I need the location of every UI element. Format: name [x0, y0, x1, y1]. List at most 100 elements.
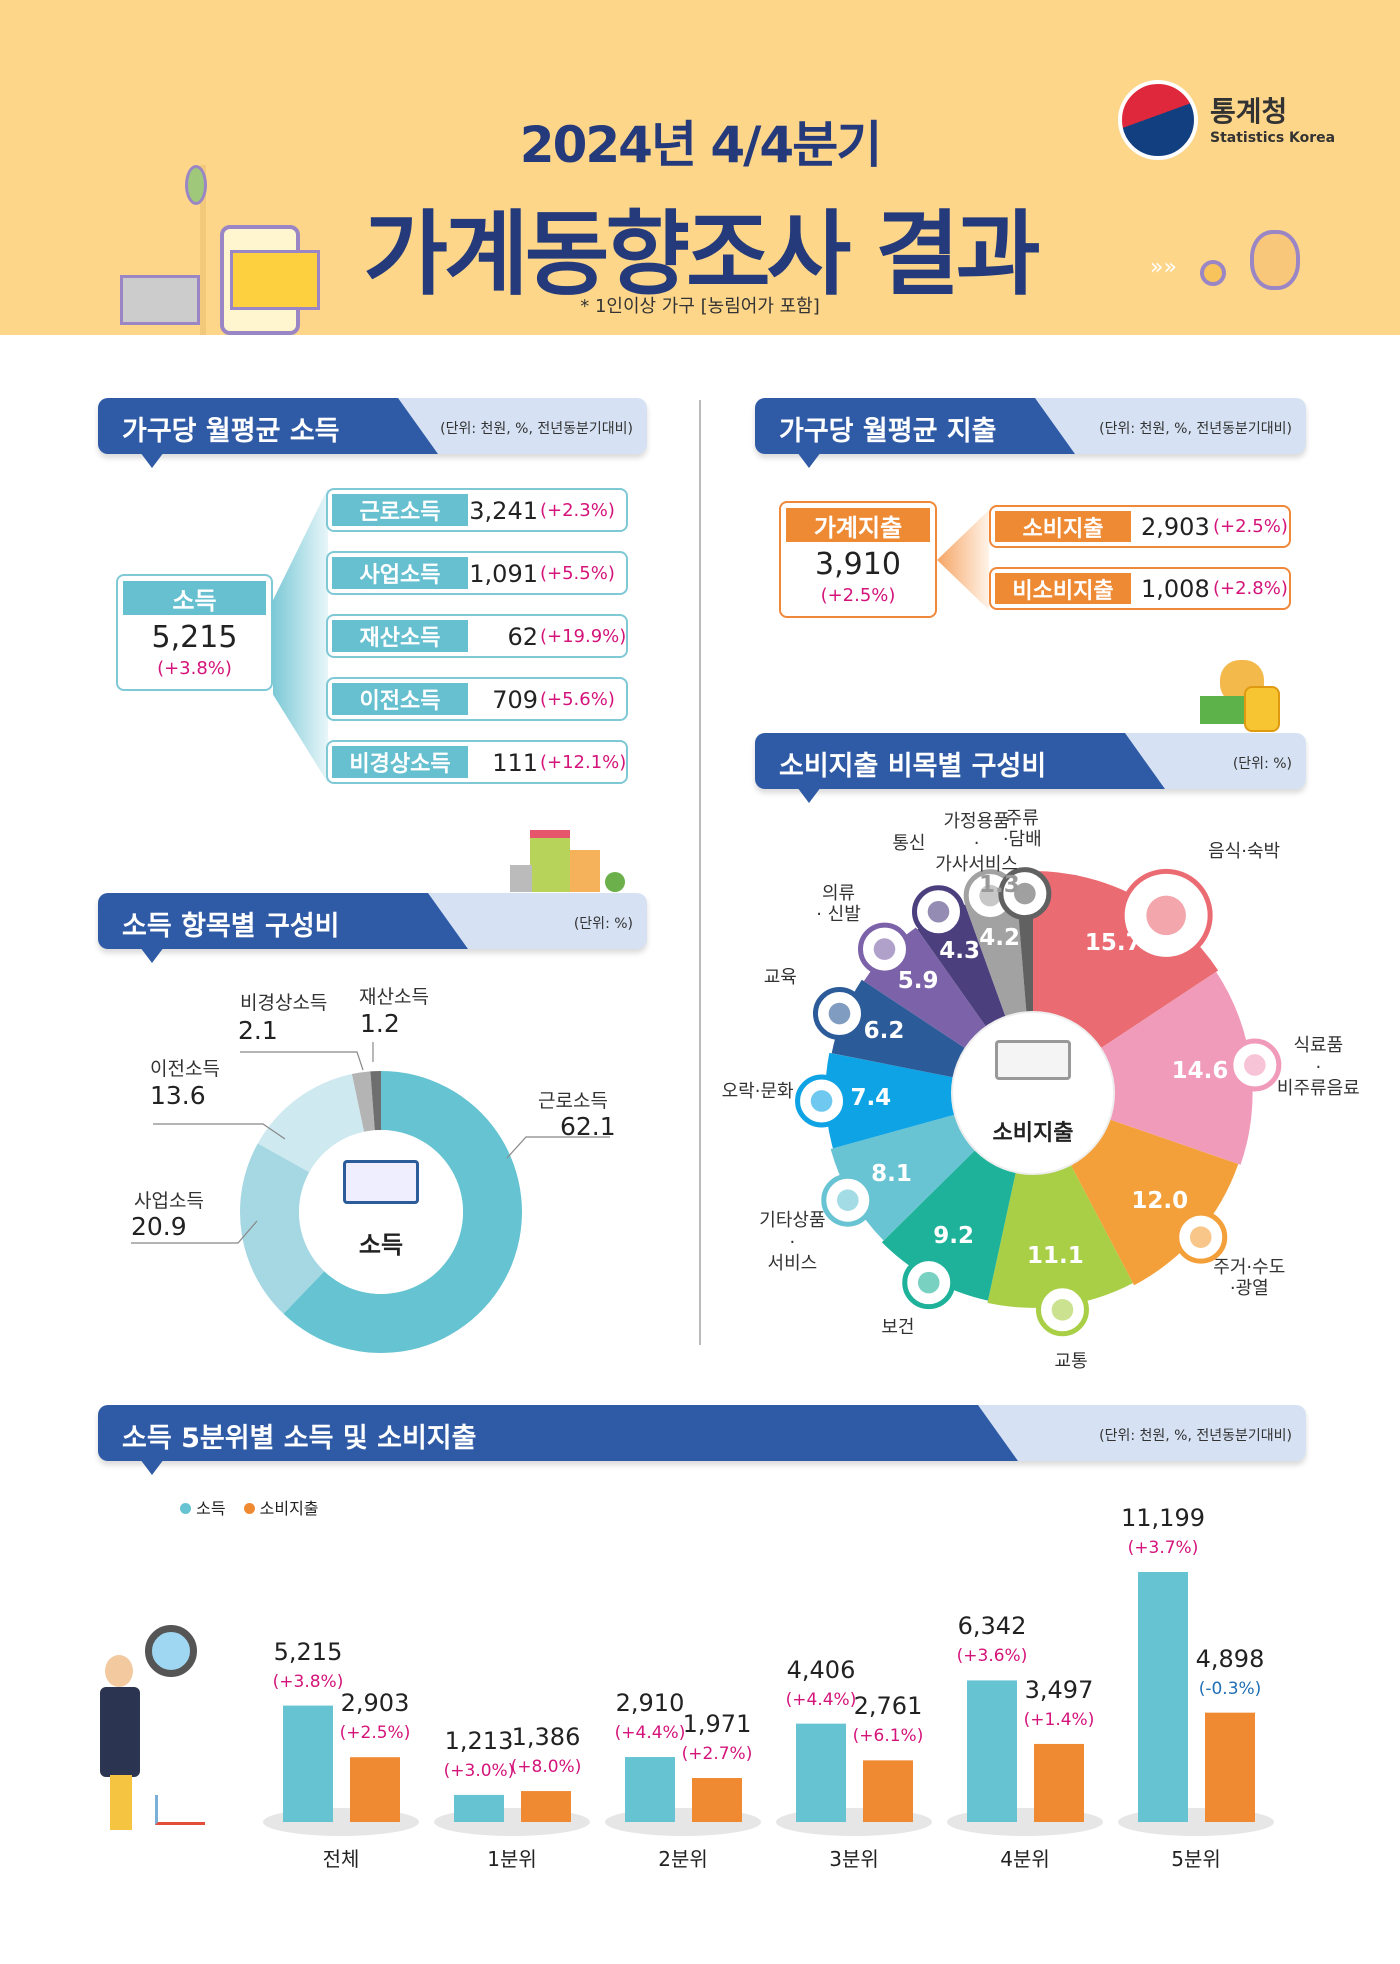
- income-unit: (단위: 천원, %, 전년동분기대비): [440, 421, 633, 437]
- category-label: 5분위: [1171, 1847, 1221, 1871]
- consumption-value-label: 3,497: [1024, 1675, 1094, 1704]
- category-glyph-icon: [1014, 882, 1036, 905]
- expense-total-card: 가계지출 3,910 (+2.5%): [779, 501, 937, 618]
- expense-item-value: 1,008: [1141, 575, 1210, 603]
- donut-label-transfer: 이전소득: [150, 1058, 220, 1080]
- rose-slice: [1070, 1119, 1239, 1286]
- consumption-center-label: 소비지출: [992, 1121, 1074, 1146]
- logo-korean: 통계청: [1210, 95, 1288, 128]
- house-illustration-icon: [510, 820, 630, 892]
- rose-slice: [987, 1164, 1133, 1308]
- income-item-change: (+19.9%): [540, 626, 627, 647]
- rose-value-label: 11.1: [1026, 1243, 1084, 1270]
- leader-line: [240, 1051, 364, 1071]
- income-center-icon: [343, 1160, 419, 1204]
- income-item-change: (+5.6%): [540, 689, 615, 710]
- logo-english: Statistics Korea: [1210, 130, 1336, 146]
- rose-value-label: 14.6: [1171, 1057, 1229, 1084]
- rose-value-label: 8.1: [871, 1160, 912, 1187]
- income-change-label: (+3.0%): [443, 1760, 515, 1781]
- expense-item-card: 비소비지출 1,008 (+2.8%): [989, 567, 1291, 610]
- money-coins-illustration-icon: [1200, 660, 1290, 732]
- income-bar: [1138, 1572, 1188, 1822]
- category-glyph-icon: [917, 1271, 940, 1294]
- businessman-magnifier-illustration-icon: [95, 1625, 215, 1830]
- donut-slice: [257, 1074, 365, 1173]
- expense-unit: (단위: 천원, %, 전년동분기대비): [1099, 421, 1292, 437]
- income-change-label: (+4.4%): [614, 1723, 686, 1744]
- rose-category-label: 의류 · 신발: [816, 882, 861, 926]
- leader-line: [506, 1136, 610, 1159]
- income-item-label: 재산소득: [332, 620, 468, 652]
- category-glyph-icon: [927, 900, 950, 923]
- category-glyph-icon: [1051, 1299, 1074, 1321]
- income-item-change: (+2.3%): [540, 500, 615, 521]
- donut-slice: [370, 1071, 381, 1131]
- rose-value-label: 7.4: [850, 1085, 892, 1112]
- rose-value-label: 9.2: [933, 1223, 975, 1250]
- rose-slice: [831, 979, 966, 1078]
- consumption-bar: [521, 1791, 571, 1822]
- income-item-card: 이전소득 709 (+5.6%): [326, 677, 628, 721]
- consumption-change-label: (+6.1%): [852, 1726, 924, 1747]
- income-composition-title: 소득 항목별 구성비: [122, 911, 340, 942]
- category-glyph-icon: [1146, 895, 1186, 936]
- donut-value-business: 20.9: [131, 1212, 187, 1241]
- donut-label-business: 사업소득: [134, 1190, 204, 1212]
- income-change-label: (+3.7%): [1127, 1538, 1199, 1558]
- leader-line: [131, 1220, 258, 1244]
- rose-category-label: 주류 ·담배: [1002, 807, 1042, 851]
- income-item-card: 비경상소득 111 (+12.1%): [326, 740, 628, 784]
- quintile-unit: (단위: 천원, %, 전년동분기대비): [1099, 1428, 1292, 1444]
- income-composition-header: 소득 항목별 구성비 (단위: %): [98, 893, 647, 963]
- consumption-change-label: (+2.7%): [681, 1744, 753, 1764]
- rose-category-label: 교육: [763, 967, 797, 989]
- legend-label-consumption: 소비지출: [259, 1499, 319, 1518]
- donut-value-wage: 62.1: [560, 1112, 616, 1141]
- donut-value-irregular: 2.1: [238, 1016, 278, 1045]
- consumption-value-label: 2,761: [853, 1692, 923, 1721]
- income-bar: [967, 1680, 1017, 1822]
- income-total-change: (+3.8%): [157, 658, 232, 679]
- rose-category-label: 식료품 · 비주류음료: [1276, 1034, 1360, 1100]
- income-item-value: 111: [492, 749, 538, 777]
- category-glyph-icon: [1189, 1226, 1212, 1248]
- income-item-change: (+12.1%): [540, 752, 627, 773]
- expense-section-title: 가구당 월평균 지출: [779, 416, 997, 447]
- income-section-header: 가구당 월평균 소득 (단위: 천원, %, 전년동분기대비): [98, 398, 647, 468]
- donut-label-irregular: 비경상소득: [240, 992, 328, 1014]
- legend-dot-icon: [243, 1503, 255, 1514]
- legend-item-consumption: 소비지출: [243, 1495, 319, 1519]
- rose-slice: [1100, 971, 1253, 1165]
- category-glyph-icon: [828, 1002, 851, 1025]
- consumption-bar: [863, 1760, 913, 1822]
- donut-label-wage: 근로소득: [538, 1090, 608, 1112]
- income-item-card: 사업소득 1,091 (+5.5%): [326, 551, 628, 595]
- income-total-label: 소득: [123, 581, 266, 615]
- rose-value-label: 4.2: [979, 925, 1020, 952]
- consumption-change-label: (+1.4%): [1023, 1709, 1095, 1730]
- report-period: 2024년 4/4분기: [519, 116, 882, 174]
- rose-category-label: 기타상품 · 서비스: [759, 1210, 826, 1275]
- consumption-composition-unit: (단위: %): [1232, 756, 1292, 772]
- income-change-label: (+3.8%): [272, 1671, 344, 1692]
- income-total-card: 소득 5,215 (+3.8%): [116, 574, 273, 691]
- income-composition-unit: (단위: %): [573, 916, 633, 932]
- consumption-rose-chart: [795, 867, 1282, 1337]
- income-donut-chart: [131, 1042, 610, 1353]
- donut-value-property: 1.2: [360, 1009, 400, 1038]
- income-value-label: 1,213: [444, 1726, 514, 1755]
- consumption-value-label: 1,971: [682, 1710, 752, 1738]
- category-glyph-icon: [836, 1189, 859, 1211]
- rose-value-label: 1.3: [979, 872, 1020, 899]
- rose-value-label: 4.3: [939, 938, 980, 965]
- expense-item-value: 2,903: [1141, 513, 1210, 541]
- consumption-bar: [1205, 1712, 1255, 1822]
- expense-total-change: (+2.5%): [820, 585, 896, 606]
- donut-label-property: 재산소득: [359, 986, 429, 1008]
- category-label: 전체: [322, 1847, 360, 1871]
- expense-item-label: 소비지출: [995, 511, 1131, 542]
- consumption-composition-header: 소비지출 비목별 구성비 (단위: %): [755, 733, 1306, 803]
- rose-center: [951, 1011, 1115, 1175]
- rose-value-label: 15.7: [1084, 929, 1142, 956]
